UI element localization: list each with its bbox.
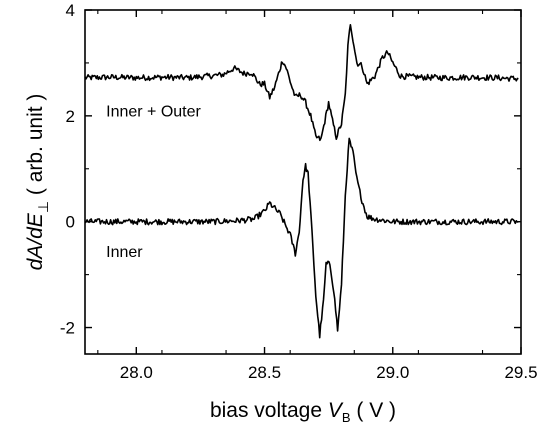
annotations: Inner + Outer Inner (106, 104, 201, 261)
x-tick-label: 29.5 (504, 363, 537, 382)
series-annotation: Inner + Outer (106, 104, 201, 121)
series-line-0 (84, 24, 519, 142)
series-lines (84, 24, 519, 339)
y-tick-label: 2 (66, 107, 75, 126)
y-tick-label: 4 (66, 1, 75, 20)
x-axis-title: bias voltage VB ( V ) (210, 399, 396, 425)
y-tick-label: 0 (66, 213, 75, 232)
tick-labels: 28.0 28.5 29.0 29.5 -2 0 2 4 (60, 1, 538, 382)
axis-ticks (85, 9, 522, 354)
x-tick-label: 28.0 (120, 363, 153, 382)
series-annotation: Inner (106, 244, 143, 261)
plot-frame (84, 9, 522, 355)
x-tick-label: 29.0 (376, 363, 409, 382)
x-tick-label: 28.5 (248, 363, 281, 382)
y-axis-title: dA/dE⊥ ( arb. unit ) (24, 94, 51, 271)
y-tick-label: -2 (60, 319, 75, 338)
series-line-1 (84, 137, 519, 339)
